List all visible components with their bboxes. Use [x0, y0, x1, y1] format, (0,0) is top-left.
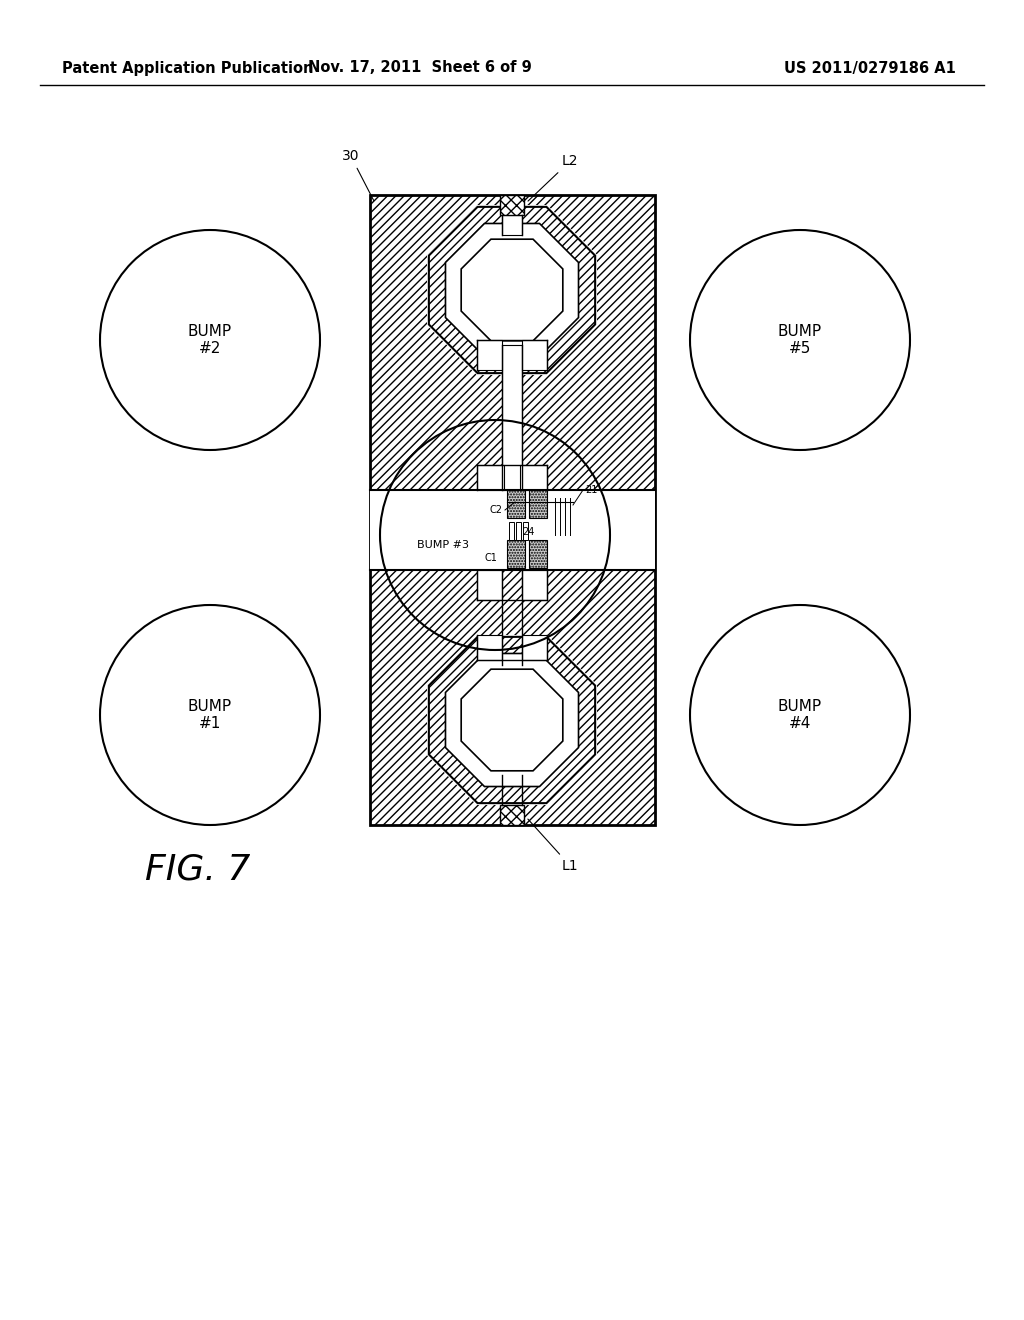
Text: 21: 21: [585, 484, 597, 495]
Text: BUMP
#2: BUMP #2: [188, 323, 232, 356]
Polygon shape: [445, 653, 579, 787]
Text: US 2011/0279186 A1: US 2011/0279186 A1: [784, 61, 956, 75]
Bar: [509, 521, 514, 540]
Text: BUMP
#1: BUMP #1: [188, 698, 232, 731]
Bar: [370, 490, 430, 570]
Bar: [507, 490, 525, 517]
Text: L1: L1: [527, 820, 579, 873]
Bar: [522, 570, 547, 601]
Bar: [502, 215, 522, 235]
Bar: [529, 540, 547, 568]
Polygon shape: [429, 636, 595, 803]
Polygon shape: [445, 223, 579, 356]
Bar: [477, 635, 502, 660]
Text: C1: C1: [484, 553, 497, 564]
Polygon shape: [427, 205, 597, 375]
Bar: [477, 341, 502, 370]
Polygon shape: [429, 207, 595, 374]
Text: 30: 30: [342, 149, 374, 201]
Bar: [516, 521, 521, 540]
Bar: [477, 570, 502, 601]
Bar: [523, 521, 528, 540]
Bar: [529, 490, 547, 517]
Polygon shape: [427, 635, 597, 805]
Bar: [595, 490, 655, 570]
Bar: [370, 195, 655, 825]
Text: Patent Application Publication: Patent Application Publication: [62, 61, 313, 75]
Text: BUMP
#4: BUMP #4: [778, 698, 822, 731]
Polygon shape: [461, 239, 563, 341]
Bar: [500, 195, 524, 215]
Bar: [370, 490, 655, 570]
Polygon shape: [461, 669, 563, 771]
Bar: [502, 345, 522, 490]
Text: FIG. 7: FIG. 7: [145, 853, 251, 887]
Text: C2: C2: [489, 506, 502, 515]
Text: BUMP #3: BUMP #3: [417, 540, 469, 550]
Text: 24: 24: [522, 527, 535, 537]
Bar: [507, 540, 525, 568]
Bar: [522, 635, 547, 660]
Bar: [500, 805, 524, 825]
Text: L2: L2: [528, 154, 579, 201]
Bar: [520, 465, 547, 490]
Text: BUMP
#5: BUMP #5: [778, 323, 822, 356]
Text: Nov. 17, 2011  Sheet 6 of 9: Nov. 17, 2011 Sheet 6 of 9: [308, 61, 531, 75]
Bar: [477, 465, 504, 490]
Bar: [522, 341, 547, 370]
